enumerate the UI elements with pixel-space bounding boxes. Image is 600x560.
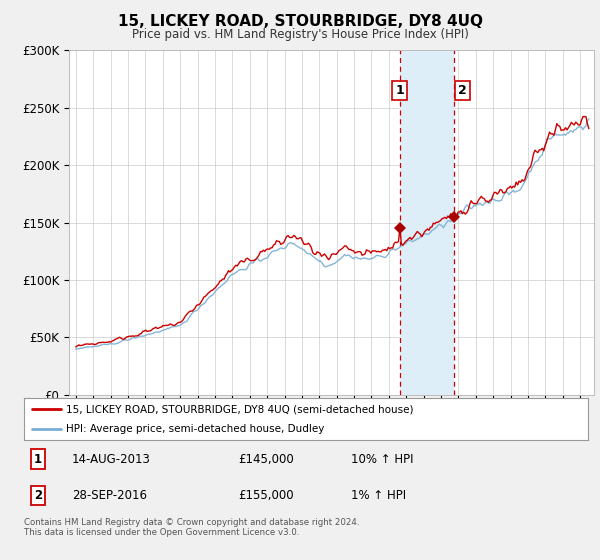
Text: 2: 2 bbox=[34, 489, 42, 502]
Text: 14-AUG-2013: 14-AUG-2013 bbox=[72, 452, 151, 466]
Text: £155,000: £155,000 bbox=[238, 489, 294, 502]
Text: 15, LICKEY ROAD, STOURBRIDGE, DY8 4UQ (semi-detached house): 15, LICKEY ROAD, STOURBRIDGE, DY8 4UQ (s… bbox=[66, 404, 414, 414]
Text: 28-SEP-2016: 28-SEP-2016 bbox=[72, 489, 147, 502]
Text: 15, LICKEY ROAD, STOURBRIDGE, DY8 4UQ: 15, LICKEY ROAD, STOURBRIDGE, DY8 4UQ bbox=[118, 14, 482, 29]
Text: 1: 1 bbox=[395, 84, 404, 97]
Bar bbox=[400, 50, 454, 395]
Text: HPI: Average price, semi-detached house, Dudley: HPI: Average price, semi-detached house,… bbox=[66, 424, 325, 434]
Text: 2: 2 bbox=[458, 84, 467, 97]
Text: 1: 1 bbox=[34, 452, 42, 466]
Text: 10% ↑ HPI: 10% ↑ HPI bbox=[351, 452, 413, 466]
Text: £145,000: £145,000 bbox=[238, 452, 294, 466]
Text: 1% ↑ HPI: 1% ↑ HPI bbox=[351, 489, 406, 502]
Text: Contains HM Land Registry data © Crown copyright and database right 2024.
This d: Contains HM Land Registry data © Crown c… bbox=[24, 518, 359, 538]
Text: Price paid vs. HM Land Registry's House Price Index (HPI): Price paid vs. HM Land Registry's House … bbox=[131, 28, 469, 41]
